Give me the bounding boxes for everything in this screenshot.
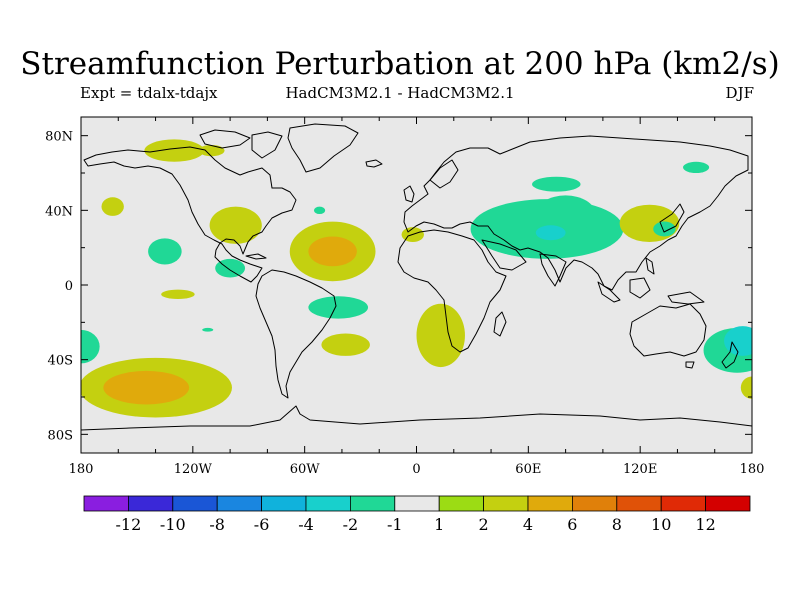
coastline-africa	[397, 229, 507, 353]
anomaly-contour-2	[101, 197, 124, 216]
coastline-japan	[659, 203, 685, 233]
colorbar-label: 4	[523, 515, 533, 534]
coastline-tasmania	[685, 361, 695, 369]
anomaly-contour-7	[161, 289, 195, 299]
anomaly-contour-4	[313, 206, 326, 215]
colorbar-swatch	[305, 495, 351, 512]
coastline-borneo	[629, 277, 651, 299]
anomaly-contour-21	[653, 221, 676, 237]
colorbar-swatch	[349, 495, 396, 512]
lon-tick-label: 0	[412, 462, 420, 477]
anomaly-contour-24	[740, 376, 752, 399]
coastline-sumatra	[597, 281, 621, 303]
colorbar-label: -8	[209, 515, 225, 534]
colorbar-label: -12	[116, 515, 142, 534]
coastline-greenland	[287, 123, 359, 173]
lat-tick-label: 0	[65, 279, 73, 294]
colorbar-swatch	[172, 495, 218, 512]
coastline-iceland	[365, 159, 383, 168]
lat-tick-label: 80S	[48, 428, 73, 443]
colorbar-label: 8	[612, 515, 622, 534]
anomaly-contour-27	[103, 370, 190, 405]
coastline-madagascar	[493, 311, 507, 337]
colorbar-swatch	[83, 495, 129, 512]
colorbar-swatch	[572, 495, 618, 512]
coastline-india	[539, 253, 567, 287]
colorbar-label: 6	[567, 515, 577, 534]
models-label: HadCM3M2.1 - HadCM3M2.1	[285, 84, 515, 102]
colorbar-label: 12	[695, 515, 715, 534]
anomaly-contour-6	[215, 258, 246, 278]
colorbar-swatch	[527, 495, 573, 512]
lat-tick-label: 80N	[45, 130, 73, 145]
lon-tick-label: 60W	[290, 462, 321, 477]
anomaly-contour-12	[321, 333, 370, 356]
coastline-british-isles	[403, 185, 415, 203]
coastline-south-america	[255, 269, 337, 399]
anomaly-contour-10	[308, 236, 357, 267]
colorbar-label: 10	[651, 515, 671, 534]
colorbar-swatch	[216, 495, 262, 512]
anomaly-layer	[81, 139, 752, 418]
anomaly-contour-16	[535, 195, 596, 233]
map-axes: 180 120W 60W 0 60E 120E 180 80N 40N 0 40S 80S	[45, 117, 764, 477]
colorbar-label: 1	[434, 515, 444, 534]
coastline-new-guinea	[667, 291, 705, 305]
colorbar-label: -6	[254, 515, 270, 534]
coastline-philippines	[645, 257, 655, 275]
colorbar-swatch	[705, 495, 751, 512]
coastline-new-zealand	[721, 341, 739, 369]
lon-tick-label: 120W	[174, 462, 213, 477]
anomaly-contour-5	[148, 238, 182, 265]
coastline-arctic-islands	[199, 129, 251, 149]
lon-tick-label: 120E	[623, 462, 657, 477]
anomaly-contour-25	[81, 329, 100, 364]
colorbar-swatch	[261, 495, 307, 512]
colorbar-swatch	[616, 495, 662, 512]
lon-tick-label: 60E	[515, 462, 541, 477]
colorbar-label: -2	[343, 515, 359, 534]
map-title: Streamfunction Perturbation at 200 hPa (…	[20, 46, 780, 82]
season-label: DJF	[725, 84, 754, 102]
experiment-label: Expt = tdalx-tdajx	[80, 84, 218, 102]
anomaly-contour-0	[144, 139, 205, 162]
lon-tick-label: 180	[69, 462, 94, 477]
anomaly-contour-17	[535, 225, 566, 241]
coastlines	[81, 123, 752, 431]
anomaly-contour-1	[198, 145, 225, 157]
anomaly-contour-11	[308, 296, 369, 319]
coastline-scandinavia	[429, 159, 459, 189]
colorbar-swatch	[660, 495, 707, 512]
colorbar: -12 -10 -8 -6 -4 -2 -1 1 2 4 6 8 10 12	[83, 495, 751, 534]
colorbar-label: -1	[387, 515, 403, 534]
anomaly-contour-8	[202, 327, 214, 332]
colorbar-swatch	[127, 495, 174, 512]
coastline-antarctica	[81, 405, 752, 431]
colorbar-swatch	[394, 495, 440, 512]
anomaly-contour-19	[683, 161, 710, 173]
lat-tick-label: 40N	[45, 204, 73, 219]
colorbar-label: 2	[479, 515, 489, 534]
coastline-australia	[629, 303, 707, 357]
lat-tick-label: 40S	[48, 354, 73, 369]
coastline-north-america	[83, 146, 297, 283]
anomaly-contour-18	[532, 176, 581, 192]
coastline-arctic-islands-east	[251, 131, 283, 159]
colorbar-label: -4	[298, 515, 314, 534]
coastline-cuba	[245, 253, 267, 260]
anomaly-contour-3	[209, 206, 262, 244]
colorbar-label: -10	[160, 515, 186, 534]
colorbar-swatch	[438, 495, 485, 512]
colorbar-swatch	[483, 495, 529, 512]
lon-tick-label: 180	[740, 462, 765, 477]
anomaly-contour-14	[416, 303, 465, 368]
coastline-arabia	[481, 239, 527, 271]
coastline-eurasia	[403, 135, 749, 291]
